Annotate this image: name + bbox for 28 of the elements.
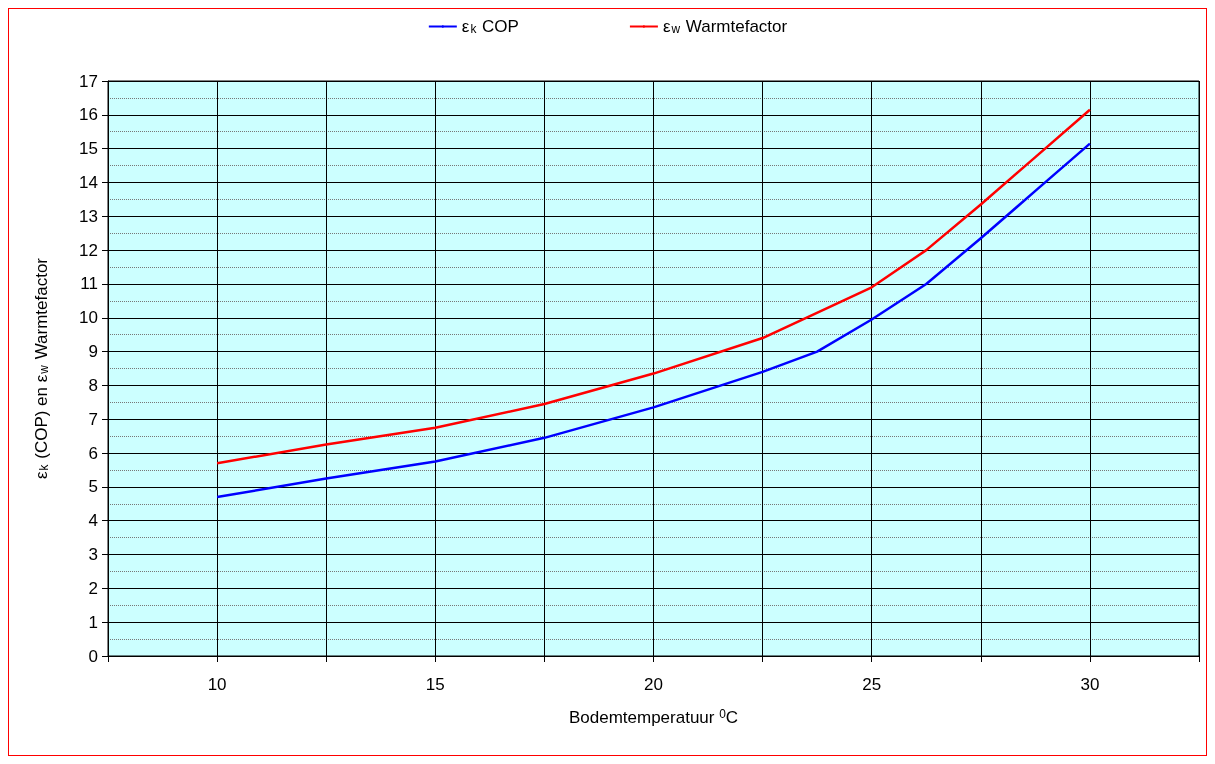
y-tick-label: 15 (79, 139, 98, 159)
y-tick-label: 7 (88, 409, 98, 429)
y-tick-label: 1 (88, 612, 98, 632)
y-tick-label: 17 (79, 71, 98, 91)
y-tick-label: 0 (88, 646, 98, 666)
x-tick-label: 20 (644, 675, 663, 694)
y-tick-label: 6 (88, 443, 98, 463)
y-tick-label: 8 (88, 375, 98, 395)
y-tick-label: 2 (88, 578, 98, 598)
x-tick-label: 25 (862, 675, 882, 694)
y-tick-label: 3 (88, 545, 98, 565)
y-tick-label: 12 (79, 240, 98, 260)
y-tick-label: 10 (79, 308, 98, 328)
line-series (215, 108, 1092, 465)
y-tick-label: 14 (79, 172, 98, 192)
y-tick-label: 4 (88, 511, 98, 531)
line-series (215, 142, 1092, 499)
x-tick-label: 30 (1080, 675, 1100, 694)
legend-label: εk COP (461, 17, 519, 36)
x-tick-label: 15 (425, 675, 445, 694)
y-axis-title: εk (COP) en εw Warmtefactor (32, 257, 51, 480)
legend-label: εw Warmtefactor (662, 17, 788, 36)
y-tick-label: 5 (88, 477, 98, 497)
y-tick-label: 11 (80, 274, 98, 294)
y-tick-label: 13 (79, 206, 98, 226)
y-tick-label: 9 (88, 342, 98, 362)
x-tick-label: 10 (207, 675, 227, 694)
y-tick-label: 16 (79, 105, 98, 125)
